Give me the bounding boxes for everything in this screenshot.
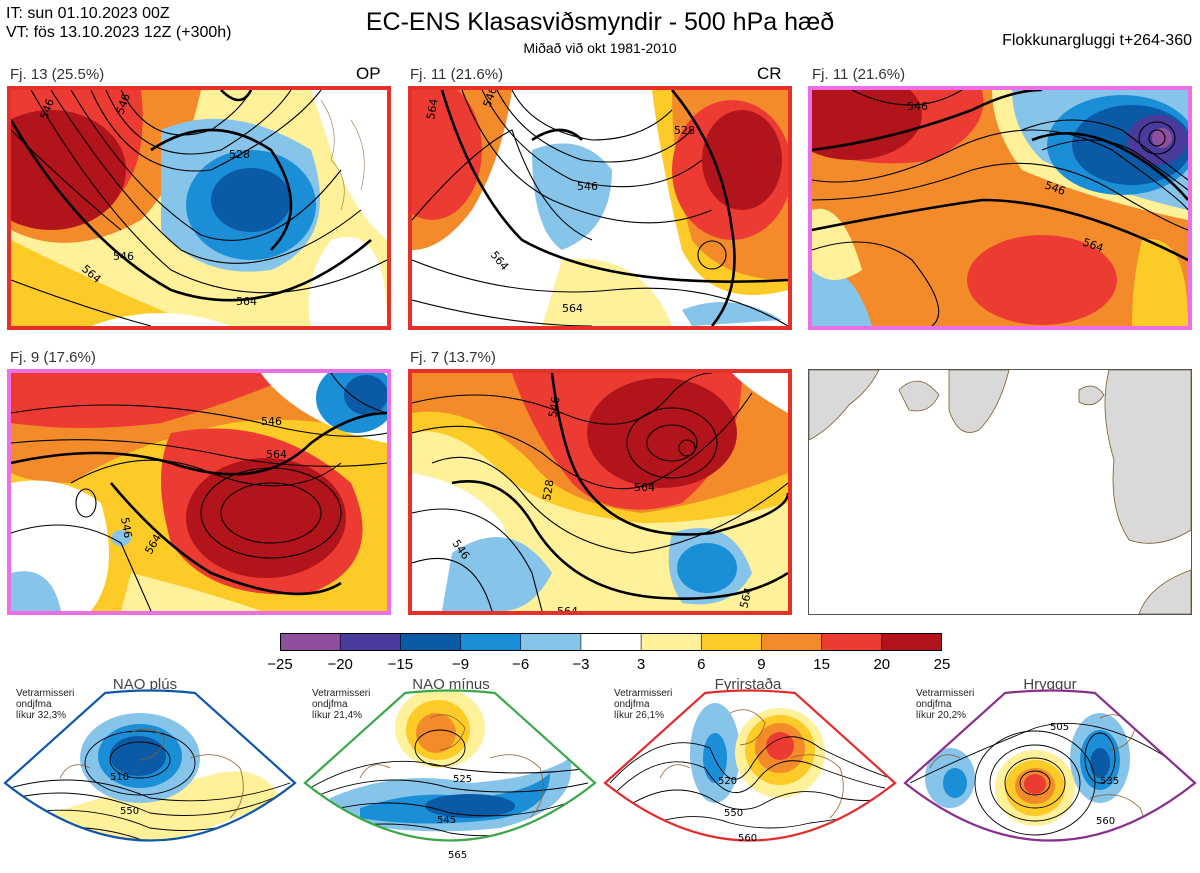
colorbar-cell [339,632,402,652]
contour-label: 525 [453,774,472,785]
cluster-3-label: Fj. 11 (21.6%) [812,66,906,83]
contour-label: 564 [557,605,578,611]
contour-label: 528 [229,148,250,161]
valid-time: VT: fös 13.10.2023 12Z (+300h) [6,24,232,41]
colorbar-cell [520,632,582,652]
contour-label: 564 [737,586,755,610]
contour-label: 564 [634,481,655,494]
contour-label: 546 [546,396,562,419]
initial-time: IT: sun 01.10.2023 00Z [6,5,170,22]
contour-label: 510 [110,772,129,783]
cluster-5-anomaly-field: 546 528 564 546 564 564 [412,373,788,611]
contour-label: 564 [236,295,257,308]
page-subtitle: Miðað við okt 1981-2010 [523,40,677,56]
colorbar-cell [580,632,642,652]
colorbar-cell [881,632,943,652]
colorbar-cell [700,632,763,652]
regime-3-anomaly-field: 520 550 560 [603,689,897,844]
anomaly-colorbar [279,632,943,652]
contour-label: 565 [448,850,467,861]
base-map[interactable] [808,369,1192,615]
regime-1-note: Vetrarmisseri ondjfma líkur 32,3% [16,688,75,721]
contour-label: 528 [540,479,556,502]
regime-3-note: Vetrarmisseri ondjfma líkur 26,1% [614,688,673,721]
contour-label: 546 [577,180,598,193]
contour-label: 550 [724,808,743,819]
regime-2-note: Vetrarmisseri ondjfma líkur 21,4% [312,688,371,721]
cluster-5-map[interactable]: 546 528 564 546 564 564 [408,369,792,615]
colorbar-tick-label: 20 [873,656,891,673]
contour-label: 546 [118,516,134,539]
contour-label: 528 [674,124,695,137]
contour-label: 520 [718,776,737,787]
colorbar-tick-label: 9 [757,656,766,673]
regime-3-map[interactable]: 520 550 560 [600,688,900,868]
contour-label: 550 [120,806,139,817]
cluster-2-map[interactable]: 564 546 528 546 564 564 [408,86,792,330]
regime-1-name: NAO plús [112,676,178,693]
colorbar-tick-label: −9 [451,656,470,673]
colorbar-tick-label: 3 [636,656,646,673]
cluster-1-tag: OP [356,64,381,83]
cluster-1-map[interactable]: 546 546 528 546 564 564 [7,86,391,330]
cluster-1-anomaly-field: 546 546 528 546 564 564 [11,90,387,326]
header-info: IT: sun 01.10.2023 00Z VT: fös 13.10.202… [6,4,231,42]
regime-4-anomaly-field: 505 535 560 [903,689,1197,842]
cluster-4-map[interactable]: 546 564 546 564 [7,369,391,615]
colorbar-tick-label: −25 [267,656,293,673]
colorbar-tick-label: 25 [933,656,951,673]
clustering-window: Flokkunargluggi t+264-360 [1002,32,1192,49]
contour-label: 546 [261,415,282,428]
colorbar-cell [279,632,341,652]
cluster-3-map[interactable]: 546 546 564 [808,86,1192,330]
contour-label: 546 [113,250,134,263]
colorbar-tick-label: 6 [697,656,706,673]
colorbar-cell [460,632,522,652]
base-map-coastlines [809,370,1191,614]
contour-label: 560 [1096,816,1115,827]
cluster-1-label: Fj. 13 (25.5%) [10,66,105,83]
cluster-4-anomaly-field: 546 564 546 564 [11,373,387,611]
contour-label: 545 [437,815,456,826]
contour-label: 564 [424,98,440,121]
colorbar-cell [821,632,883,652]
contour-label: 564 [266,448,287,461]
colorbar-tick-label: −3 [572,656,590,673]
cluster-4-label: Fj. 9 (17.6%) [10,349,96,366]
contour-label: 535 [1100,776,1119,787]
cluster-2-tag: CR [757,64,782,83]
contour-label: 505 [1050,722,1069,733]
cluster-2-anomaly-field: 564 546 528 546 564 564 [412,90,788,326]
contour-label: 564 [562,302,583,315]
colorbar-tick-label: 15 [813,656,830,673]
colorbar-tick-label: −15 [387,656,414,673]
page-title: EC-ENS Klasasviðsmyndir - 500 hPa hæð [365,8,835,36]
cluster-2-label: Fj. 11 (21.6%) [410,66,504,83]
colorbar-cell [640,632,703,652]
regime-3-name: Fyrirstaða [714,676,782,693]
colorbar-tick-label: −6 [512,656,530,673]
regime-1-anomaly-field: 510 550 [3,689,297,842]
regime-2-anomaly-field: 525 545 565 [303,689,597,861]
regime-1-map[interactable]: 510 550 [0,688,300,868]
contour-label: 546 [907,100,928,113]
colorbar-tick-label: −20 [327,656,353,673]
cluster-5-label: Fj. 7 (13.7%) [410,349,496,366]
regime-2-name: NAO mínus [412,676,490,693]
regime-4-note: Vetrarmisseri ondjfma líkur 20,2% [916,688,975,721]
regime-4-map[interactable]: 505 535 560 [900,688,1200,868]
regime-2-map[interactable]: 525 545 565 [300,688,600,868]
cluster-3-anomaly-field: 546 546 564 [812,90,1188,326]
contour-label: 560 [738,833,757,844]
regime-4-name: Hryggur [1023,676,1077,693]
colorbar-cell [761,632,823,652]
colorbar-cell [400,632,462,652]
